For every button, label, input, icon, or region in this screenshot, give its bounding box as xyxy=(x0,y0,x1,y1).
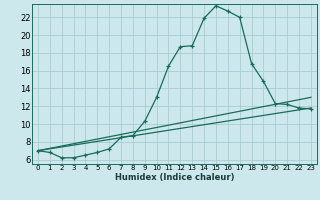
X-axis label: Humidex (Indice chaleur): Humidex (Indice chaleur) xyxy=(115,173,234,182)
